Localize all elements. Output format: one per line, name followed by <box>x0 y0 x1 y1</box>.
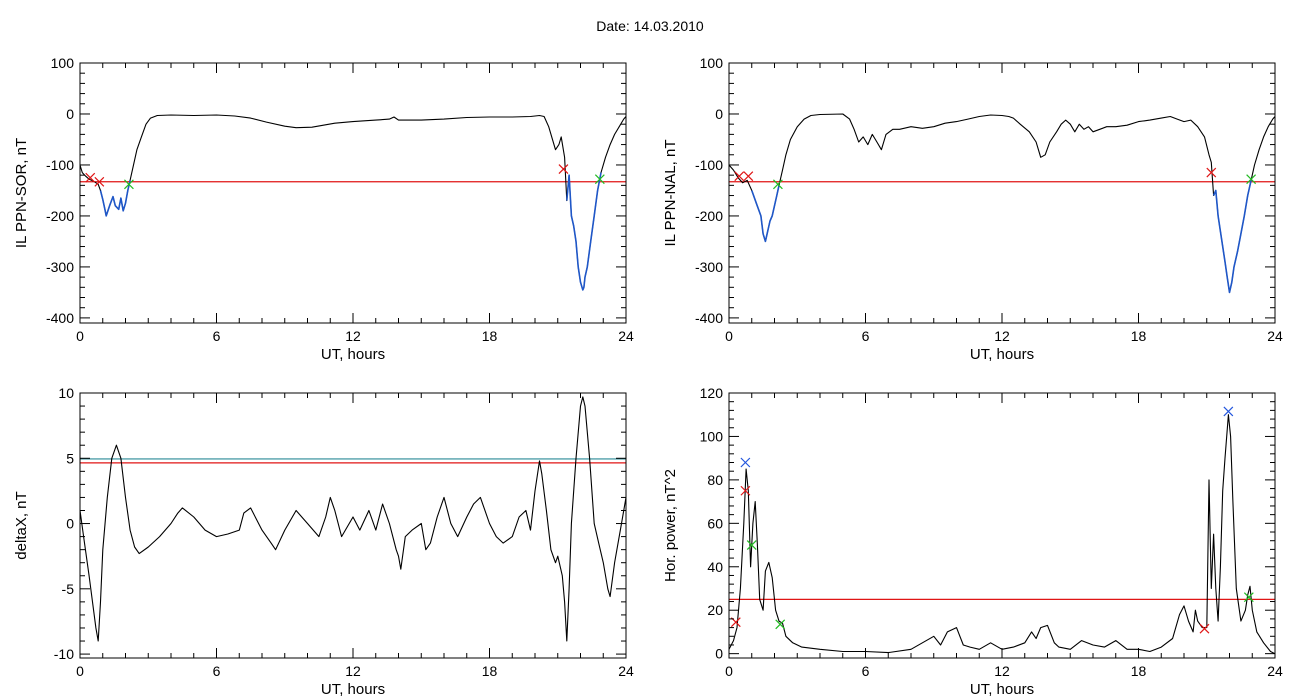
x-tick-label: 0 <box>76 328 84 344</box>
highlight-segment <box>751 185 780 243</box>
x-marker <box>746 540 757 550</box>
x-tick-label: 6 <box>862 663 870 679</box>
y-tick-label: 10 <box>58 385 74 401</box>
plot-frame <box>728 62 1276 324</box>
x-tick-label: 0 <box>725 328 733 344</box>
y-tick-label: -200 <box>46 208 74 224</box>
y-axis-label: deltaX, nT <box>13 491 30 559</box>
y-tick-label: 60 <box>707 515 723 531</box>
x-marker <box>1223 406 1234 417</box>
x-marker <box>1199 623 1210 634</box>
x-marker <box>94 176 105 187</box>
plot-frame <box>79 392 627 659</box>
x-axis-label: UT, hours <box>321 681 385 698</box>
x-tick-label: 12 <box>994 328 1010 344</box>
x-tick-label: 0 <box>725 663 733 679</box>
data-line <box>729 414 1275 655</box>
x-tick-label: 18 <box>1131 663 1147 679</box>
x-marker <box>772 179 783 190</box>
chart-il-ppn-sor: 0 6 12 18 24 100 0 -100 -200 -300 -400 UT, hours IL … <box>13 55 634 363</box>
y-tick-label: -100 <box>46 157 74 173</box>
data-line <box>80 114 626 291</box>
x-marker <box>1246 174 1257 185</box>
y-tick-label: -400 <box>695 310 723 326</box>
x-tick-label: 24 <box>1267 663 1283 679</box>
chart-il-ppn-nal: 0 6 12 18 24 100 0 -100 -200 -300 -400 UT, hours IL … <box>662 55 1283 363</box>
x-tick-label: 18 <box>482 328 498 344</box>
plot-frame <box>79 62 627 324</box>
x-tick-label: 12 <box>994 663 1010 679</box>
chart-hor-power: 0 6 12 18 24 120 100 80 60 40 20 0 UT, hours Hor. pow… <box>662 385 1283 698</box>
highlight-segment <box>1212 180 1252 294</box>
y-axis-label: IL PPN-NAL, nT <box>662 140 679 247</box>
x-marker <box>743 171 754 182</box>
y-tick-label: 100 <box>700 428 724 444</box>
x-marker <box>558 164 569 174</box>
highlight-segment <box>99 180 131 217</box>
page-title: Date: 14.03.2010 <box>596 18 704 34</box>
x-tick-label: 6 <box>213 328 221 344</box>
y-tick-label: -5 <box>62 581 75 597</box>
y-tick-label: 100 <box>700 55 724 71</box>
x-marker <box>775 619 786 630</box>
x-marker <box>740 485 751 496</box>
x-marker <box>85 172 96 183</box>
highlight-segment <box>566 172 602 291</box>
x-marker <box>123 179 134 190</box>
x-marker <box>734 171 745 182</box>
y-tick-label: 0 <box>715 646 723 662</box>
y-tick-label: 0 <box>715 106 723 122</box>
y-tick-label: -200 <box>695 208 723 224</box>
chart-deltax: 0 6 12 18 24 10 5 0 -5 -10 UT, hours deltaX, nT <box>13 385 634 698</box>
y-tick-label: 120 <box>700 385 724 401</box>
x-tick-label: 12 <box>345 663 361 679</box>
x-axis-label: UT, hours <box>970 346 1034 363</box>
x-tick-label: 18 <box>482 663 498 679</box>
y-tick-label: -10 <box>54 646 74 662</box>
data-line <box>80 396 626 642</box>
x-tick-label: 24 <box>618 328 634 344</box>
y-tick-label: 20 <box>707 602 723 618</box>
y-tick-label: 0 <box>66 106 74 122</box>
x-tick-label: 24 <box>1267 328 1283 344</box>
x-marker <box>740 457 751 468</box>
x-tick-label: 24 <box>618 663 634 679</box>
y-tick-label: -300 <box>46 259 74 275</box>
x-axis-label: UT, hours <box>970 681 1034 698</box>
y-tick-label: 100 <box>51 55 75 71</box>
x-axis-label: UT, hours <box>321 346 385 363</box>
y-axis-label: Hor. power, nT^2 <box>662 469 679 582</box>
plot-frame <box>728 392 1276 659</box>
x-marker <box>1206 167 1217 178</box>
y-tick-label: 0 <box>66 516 74 532</box>
y-tick-label: -300 <box>695 259 723 275</box>
y-tick-label: -400 <box>46 310 74 326</box>
x-tick-label: 6 <box>213 663 221 679</box>
x-tick-label: 6 <box>862 328 870 344</box>
y-tick-label: 5 <box>66 450 74 466</box>
x-tick-label: 12 <box>345 328 361 344</box>
x-marker <box>1243 592 1254 603</box>
y-tick-label: 40 <box>707 559 723 575</box>
x-tick-label: 0 <box>76 663 84 679</box>
x-tick-label: 18 <box>1131 328 1147 344</box>
y-axis-label: IL PPN-SOR, nT <box>13 138 30 248</box>
data-line <box>729 113 1275 293</box>
x-marker <box>594 174 605 185</box>
y-tick-label: -100 <box>695 157 723 173</box>
y-tick-label: 80 <box>707 472 723 488</box>
